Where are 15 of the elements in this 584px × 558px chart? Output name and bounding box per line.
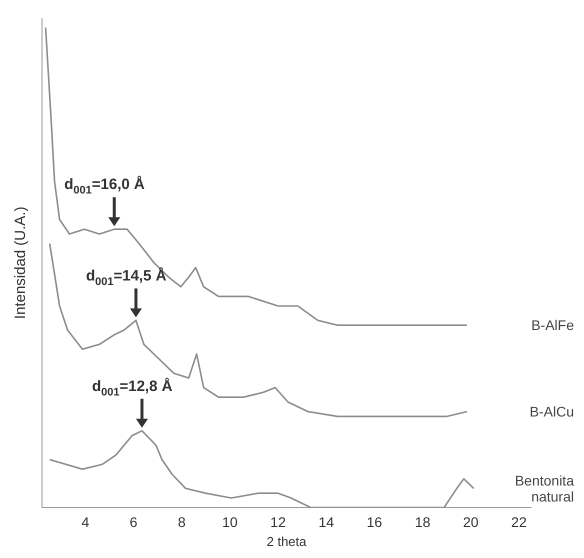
- x-tick-label: 10: [222, 514, 238, 530]
- y-axis-title: Intensidad (U.A.): [12, 206, 30, 320]
- x-tick-label: 8: [178, 514, 186, 530]
- x-tick-label: 6: [130, 514, 138, 530]
- text: B-AlFe: [531, 317, 574, 334]
- text: B-AlCu: [530, 404, 574, 420]
- x-tick-label: 16: [366, 514, 382, 530]
- x-tick-label: 14: [318, 514, 334, 530]
- x-tick-label: 12: [270, 514, 286, 530]
- x-tick-label: 20: [462, 514, 479, 530]
- x-tick-label: 22: [511, 514, 527, 530]
- x-axis-title: 2 theta: [266, 534, 308, 549]
- x-tick-label: 18: [414, 514, 431, 530]
- text: Bentonita natural: [514, 472, 574, 504]
- x-tick-label: 4: [81, 514, 90, 530]
